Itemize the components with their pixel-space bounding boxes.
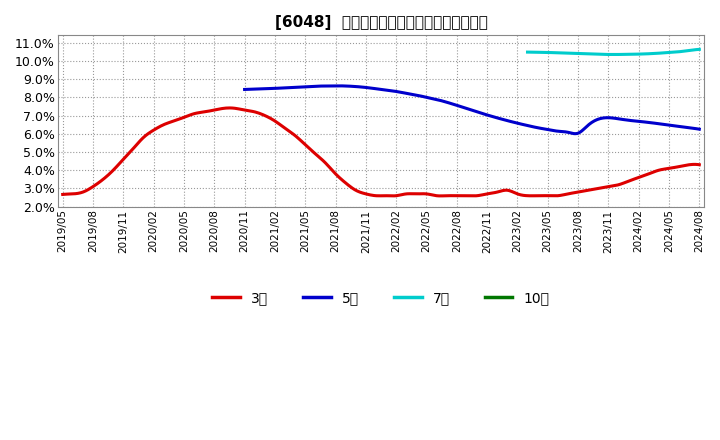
Title: [6048]  経常利益マージンの標準偏差の推移: [6048] 経常利益マージンの標準偏差の推移 [274, 15, 487, 30]
Legend: 3年, 5年, 7年, 10年: 3年, 5年, 7年, 10年 [207, 286, 555, 311]
